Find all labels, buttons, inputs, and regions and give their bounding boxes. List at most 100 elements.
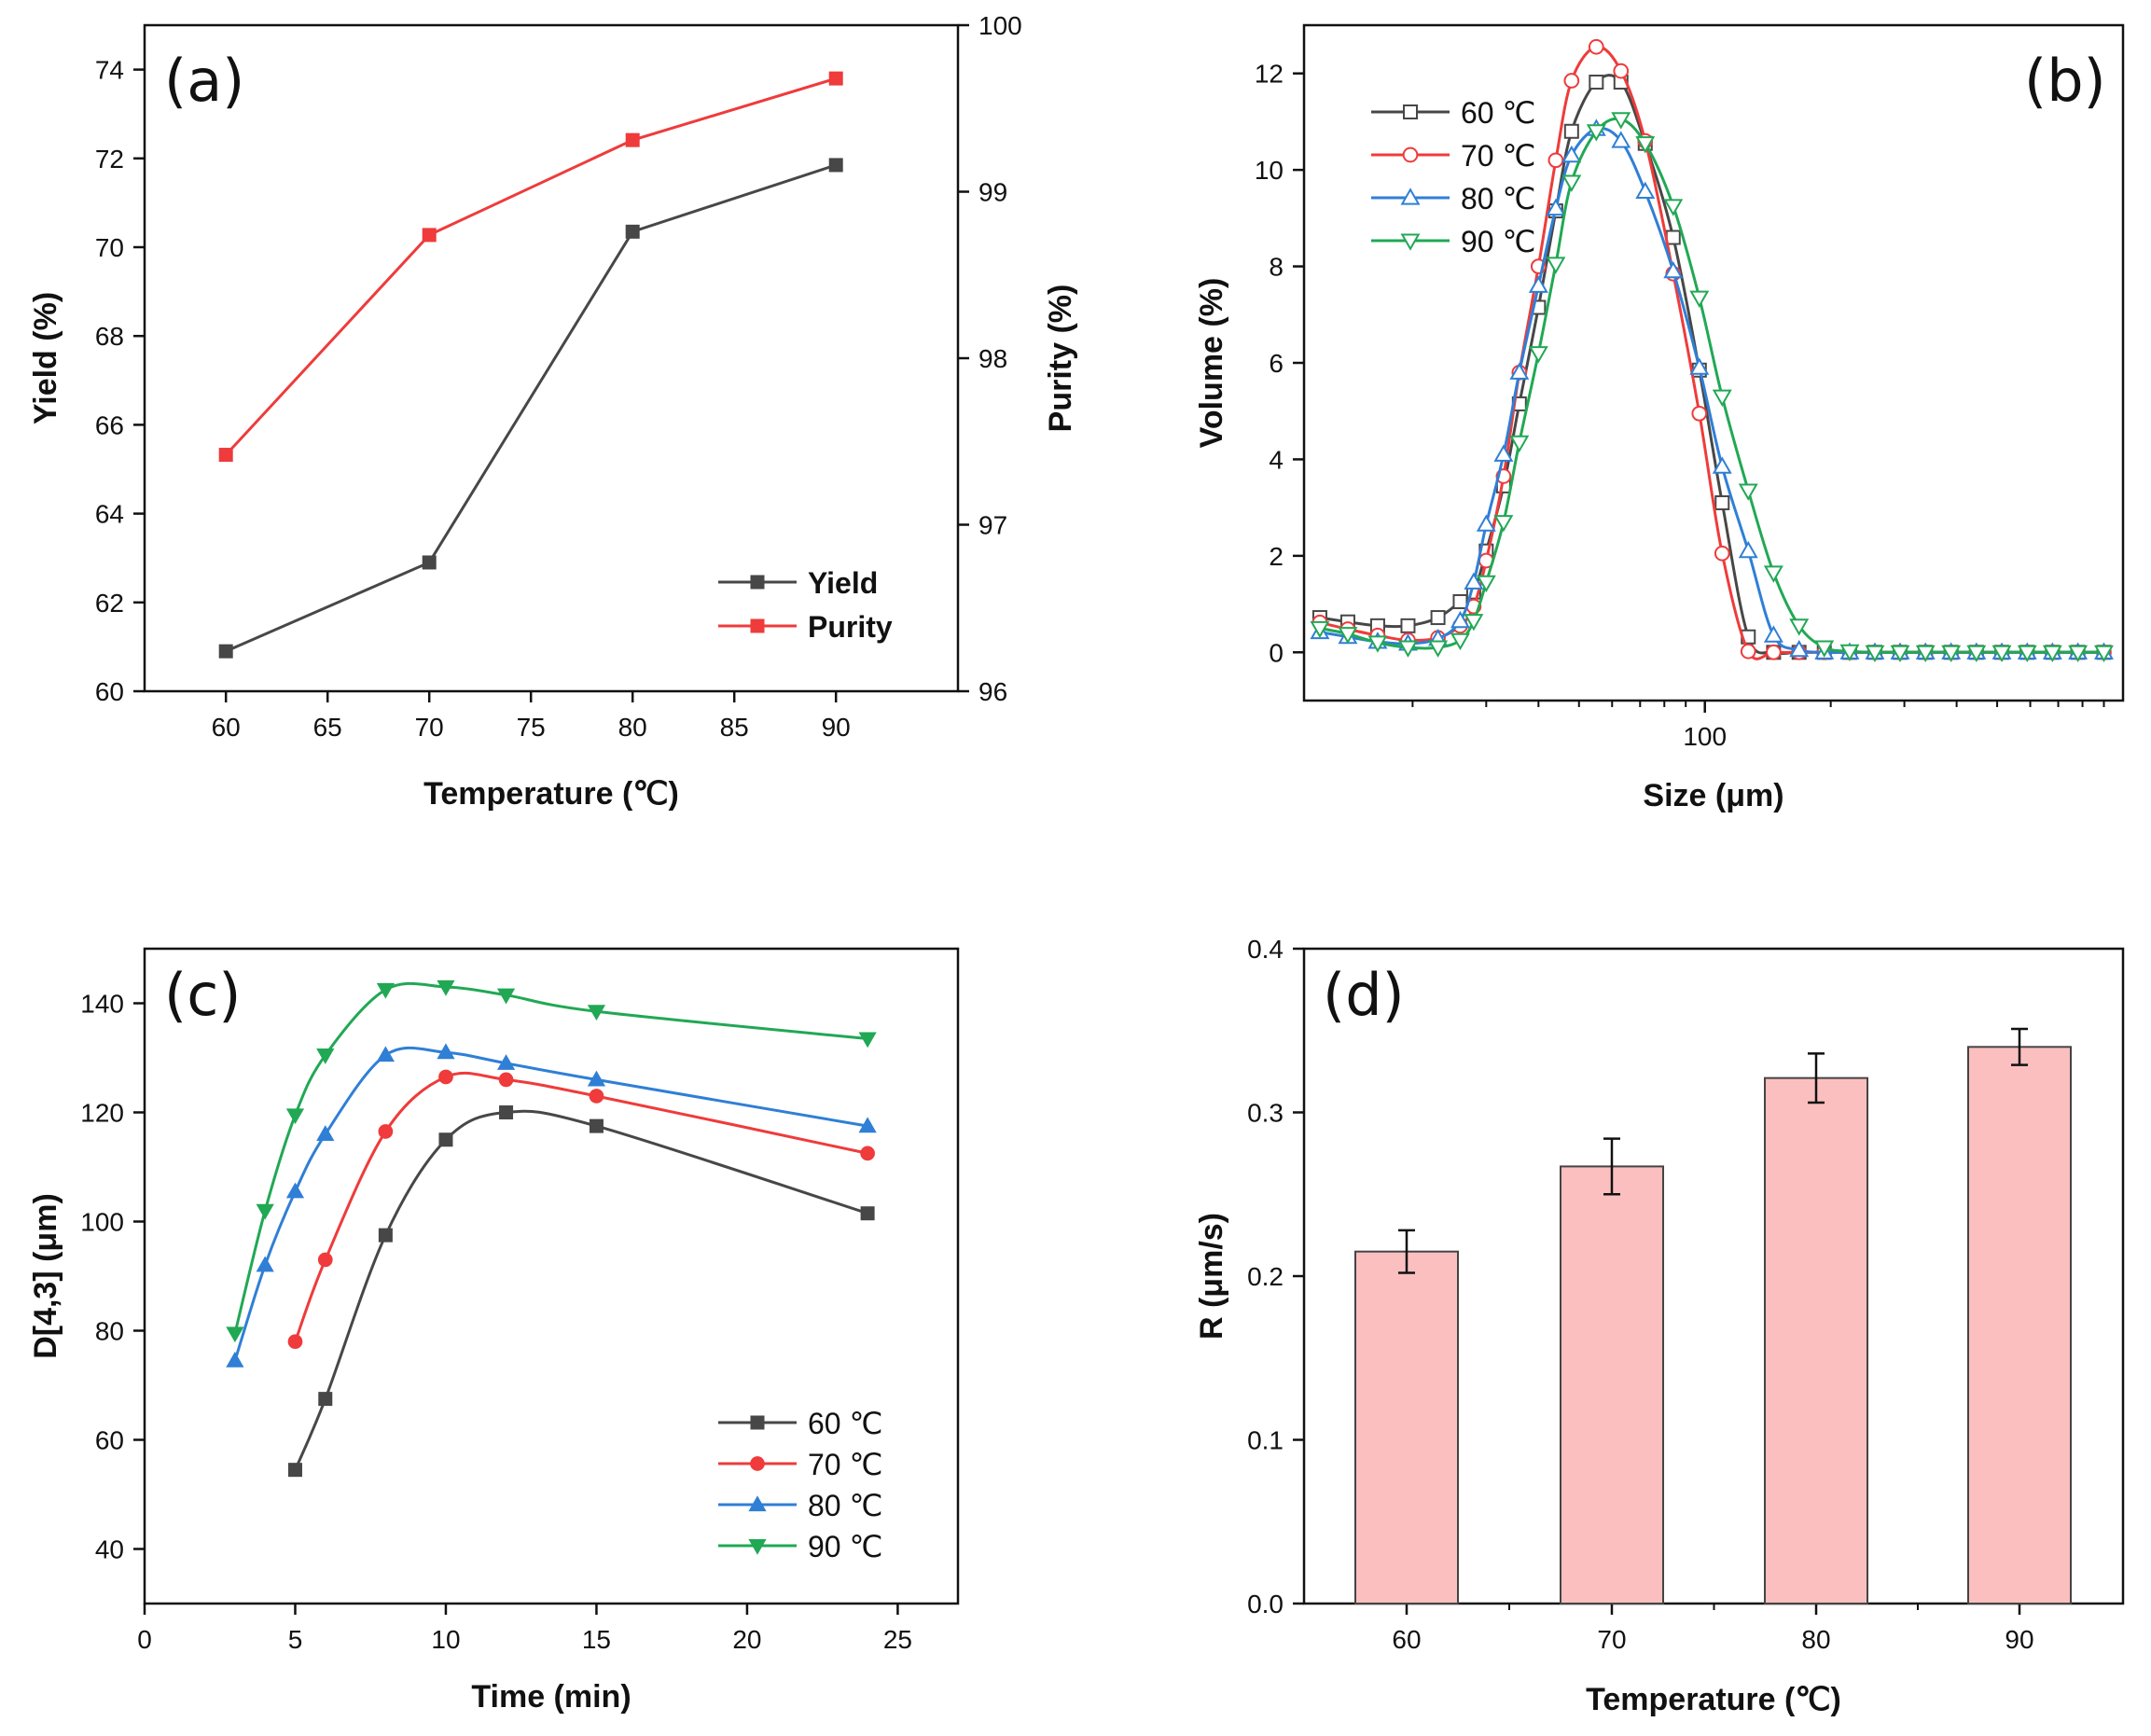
panel-b-point <box>1547 152 1564 169</box>
panel-b-legend-label: 90 ℃ <box>1461 225 1535 258</box>
panel-b-point <box>1430 610 1446 626</box>
panel-b-point <box>1528 346 1548 364</box>
panel-c-point <box>317 1252 333 1268</box>
panel-b-point <box>1563 73 1580 89</box>
panel-b-point <box>1509 362 1530 380</box>
panel-b-x-axis-title: Size (μm) <box>1643 778 1783 813</box>
panel-b-point <box>1493 515 1514 533</box>
panel-a-point <box>422 555 437 570</box>
panel-a-y-right-tick-label: 99 <box>978 178 1007 207</box>
panel-a-x-tick-label: 65 <box>313 713 342 742</box>
panel-c-point <box>376 982 395 999</box>
panel-b-point <box>1814 640 1835 658</box>
panel-b-legend-label: 60 ℃ <box>1461 96 1535 130</box>
panel-d-y-tick-label: 0.1 <box>1247 1426 1284 1455</box>
panel-c-point <box>256 1256 274 1272</box>
panel-b-point <box>1611 131 1631 148</box>
panel-b-point <box>1476 575 1496 593</box>
panel-a-legend-label: Purity <box>808 610 893 644</box>
panel-d-y-tick-label: 0.2 <box>1247 1262 1284 1291</box>
panel-c-legend-marker <box>748 1495 767 1512</box>
panel-b-point <box>1714 545 1730 562</box>
panel-b-point <box>1763 625 1783 643</box>
panel-c-x-tick-label: 25 <box>883 1625 912 1654</box>
panel-a-point <box>218 644 233 659</box>
panel-b-point <box>1738 540 1758 559</box>
panel-c-point <box>860 1206 875 1221</box>
panel-d-bar-60 <box>1354 1250 1459 1605</box>
panel-c-point <box>437 1043 455 1060</box>
panel-b-point <box>1865 645 1885 663</box>
panel-b-point <box>1528 275 1548 293</box>
panel-b-point <box>1714 494 1730 510</box>
panel-c-point <box>316 1125 335 1141</box>
panel-a-y-right-tick-label: 96 <box>978 677 1007 706</box>
panel-b-point <box>1763 565 1783 583</box>
panel-c-legend-label: 60 ℃ <box>808 1407 882 1440</box>
panel-c-point <box>376 1046 395 1062</box>
panel-c-legend-marker <box>748 1538 767 1555</box>
panel-a-series-line-purity <box>225 76 837 456</box>
panel-c-point <box>858 1117 877 1133</box>
panel-c-point <box>378 1124 394 1139</box>
panel-b-point <box>1915 645 1936 663</box>
panel-b-y-tick-label: 8 <box>1269 253 1284 282</box>
panel-a-y-tick-label: 66 <box>95 410 124 439</box>
panel-d-x-tick-label: 80 <box>1801 1625 1830 1654</box>
panel-a-y-tick-label: 74 <box>95 56 124 85</box>
panel-b-point <box>1712 456 1732 474</box>
panel-c-series-line <box>294 1109 868 1471</box>
panel-c-point <box>316 1049 335 1064</box>
panel-a-x-tick-label: 80 <box>618 713 647 742</box>
panel-c-label: (c) <box>164 961 241 1029</box>
panel-b-point <box>1450 632 1470 651</box>
panel-c-point <box>589 1118 604 1133</box>
panel-c-point <box>438 1132 453 1147</box>
panel-d-y-tick-label: 0.4 <box>1247 935 1284 964</box>
panel-b-point <box>1890 645 1910 663</box>
panel-b-point <box>1450 610 1470 629</box>
panel-c-series-line <box>233 981 868 1334</box>
panel-b-point <box>1635 181 1656 199</box>
panel-c-y-tick-label: 80 <box>95 1317 124 1346</box>
panel-b-point <box>1789 618 1810 636</box>
panel-b-legend-label: 80 ℃ <box>1461 182 1535 215</box>
panel-b-point <box>1400 618 1416 633</box>
panel-a-y-tick-label: 62 <box>95 589 124 618</box>
panel-a-point <box>218 448 233 463</box>
panel-a-point <box>625 224 640 239</box>
panel-d-x-tick-label: 70 <box>1597 1625 1626 1654</box>
panel-c-x-axis-title: Time (min) <box>471 1679 631 1715</box>
panel-b-legend-marker <box>1400 187 1421 205</box>
panel-c-x-tick-label: 15 <box>582 1625 611 1654</box>
panel-c-point <box>496 988 516 1005</box>
panel-a-x-tick-label: 60 <box>212 713 241 742</box>
panel-b-point <box>1691 405 1708 422</box>
panel-b-point <box>2042 645 2062 663</box>
panel-a-x-tick-label: 75 <box>517 713 546 742</box>
panel-b-y-tick-label: 6 <box>1269 349 1284 378</box>
panel-c-point <box>498 1072 514 1088</box>
panel-b-point <box>1586 124 1606 142</box>
panel-b-point <box>1789 639 1810 658</box>
panel-c-legend-marker <box>750 1415 765 1430</box>
panel-b-point <box>1689 357 1710 375</box>
panel-b-legend-marker <box>1402 146 1419 163</box>
panel-b-point <box>1663 199 1684 216</box>
panel-b-legend-marker <box>1400 233 1421 251</box>
panel-c-point <box>378 1228 393 1243</box>
panel-c-legend-label: 70 ℃ <box>808 1448 882 1481</box>
panel-b-point <box>1941 645 1962 663</box>
panel-a-x-axis-title: Temperature (℃) <box>423 776 679 812</box>
panel-b-point <box>2017 645 2037 663</box>
panel-c-point <box>287 1463 302 1478</box>
panel-d-x-axis-title: Temperature (℃) <box>1586 1682 1841 1717</box>
panel-b-point <box>1740 643 1756 660</box>
panel-c-point <box>226 1326 244 1343</box>
panel-c-point <box>587 1070 606 1087</box>
panel-b-series-line <box>1319 127 2104 654</box>
panel-b-point <box>1991 645 2012 663</box>
panel-d-x-tick-label: 60 <box>1392 1625 1421 1654</box>
panel-c-y-axis-title: D[4,3] (μm) <box>28 1193 63 1359</box>
